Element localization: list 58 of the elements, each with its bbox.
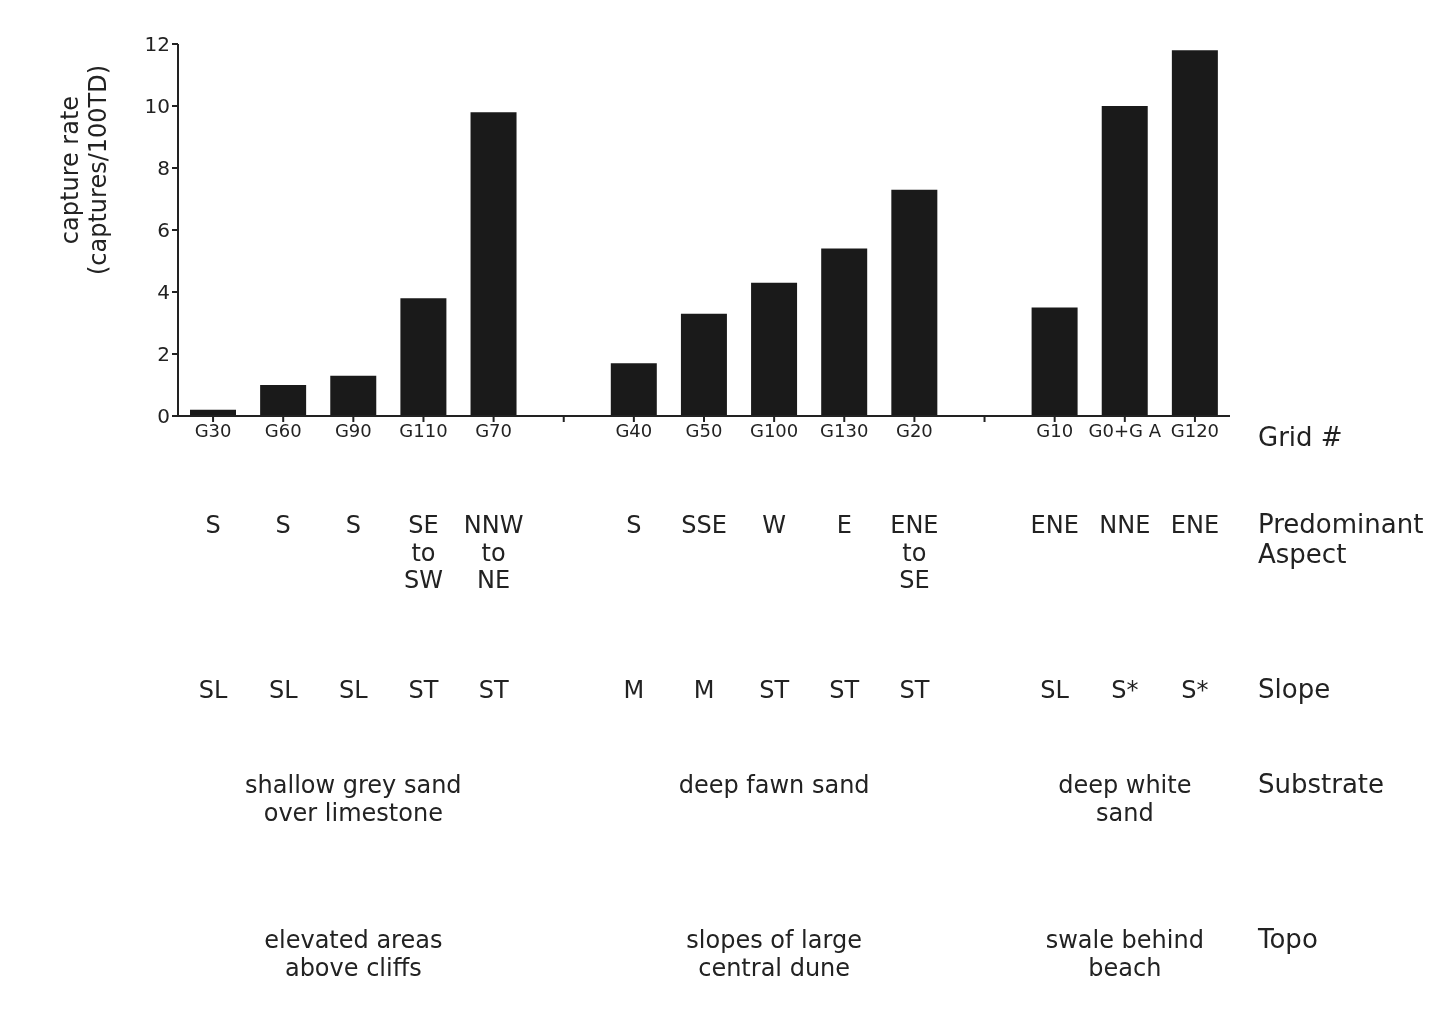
x-tick-label: G20 — [895, 419, 933, 441]
text: ENE — [1170, 511, 1220, 539]
x-tick-label: G30 — [194, 419, 232, 441]
text: S — [345, 511, 361, 539]
text: W — [762, 511, 786, 539]
y-tick-label: 10 — [144, 94, 170, 119]
text: shallow grey sand over limestone — [245, 771, 462, 827]
text: SL — [1040, 676, 1070, 704]
text: ST — [408, 676, 439, 704]
x-tick-label: G50 — [685, 419, 723, 441]
y-tick-label: 6 — [157, 218, 170, 243]
text: NNE — [1099, 511, 1151, 539]
text: SL — [339, 676, 369, 704]
text: Grid # — [1258, 422, 1343, 452]
text: swale behind beach — [1045, 926, 1204, 982]
x-tick-label: G120 — [1170, 419, 1220, 441]
text: deep fawn sand — [678, 771, 870, 799]
y-tick-label: 8 — [157, 156, 170, 181]
text: ST — [759, 676, 790, 704]
text: SE to SW — [403, 511, 443, 595]
x-tick-label: G40 — [615, 419, 653, 441]
x-tick-label: G10 — [1036, 419, 1074, 441]
x-tick-label: G100 — [749, 419, 799, 441]
text: ST — [829, 676, 860, 704]
y-tick-label: 12 — [144, 32, 170, 57]
text: ENE — [1030, 511, 1079, 539]
text: ST — [899, 676, 930, 704]
text: SL — [268, 676, 299, 704]
text: deep white sand — [1058, 771, 1192, 827]
text: E — [836, 511, 852, 539]
text: S — [275, 511, 291, 539]
text: slopes of large central dune — [686, 926, 862, 982]
text: ST — [478, 676, 509, 704]
x-tick-label: G70 — [475, 419, 513, 441]
text: M — [693, 676, 715, 704]
text: ENE to SE — [890, 511, 939, 595]
x-tick-label: G0+G A — [1088, 419, 1162, 441]
x-tick-label: G130 — [820, 419, 869, 441]
y-axis-title: capture rate (captures/100TD) — [56, 64, 112, 276]
text: S* — [1111, 676, 1139, 704]
text: Substrate — [1258, 769, 1385, 799]
text: Slope — [1258, 674, 1331, 704]
text: Topo — [1257, 924, 1318, 954]
text: Predominant Aspect — [1258, 509, 1424, 569]
x-tick-label: G110 — [399, 419, 448, 441]
y-tick-label: 4 — [157, 280, 170, 305]
text: SSE — [681, 511, 727, 539]
text: S* — [1181, 676, 1209, 704]
x-tick-label: G60 — [264, 419, 302, 441]
text: M — [623, 676, 645, 704]
text: S — [205, 511, 221, 539]
x-tick-label: G90 — [334, 419, 372, 441]
text: elevated areas above cliffs — [264, 926, 443, 982]
y-tick-label: 2 — [157, 342, 170, 367]
text: S — [626, 511, 642, 539]
text: NNW to NE — [463, 511, 524, 595]
y-tick-label: 0 — [157, 404, 170, 429]
text: SL — [198, 676, 228, 704]
